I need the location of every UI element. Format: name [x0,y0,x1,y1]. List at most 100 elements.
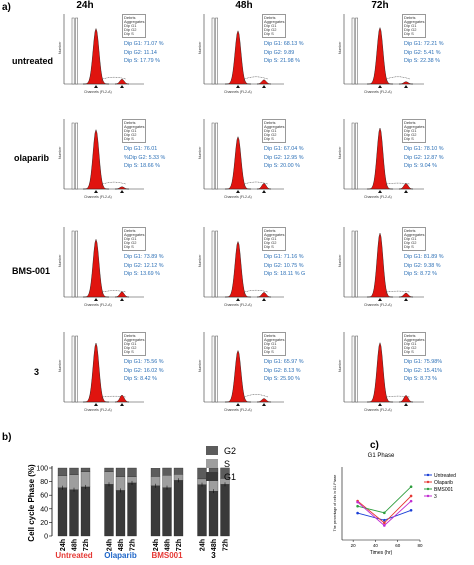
histogram-legend-item: Dip G2 [404,132,417,137]
histogram-cell-0-2: Debris Aggregates Dip G1 Dip G2 Dip S Channel… [338,12,466,112]
s-phase-curve [101,181,127,189]
histogram-legend-item: Dip S [124,244,134,249]
histogram-legend-item: Dip G1 [404,341,417,346]
histogram-cell-2-2: Debris Aggregates Dip G1 Dip G2 Dip S Channel… [338,225,466,325]
histogram-y-axis-label: Number [338,146,342,159]
histogram-plot [203,227,284,301]
histogram-cell-3-0: Debris Aggregates Dip G1 Dip G2 Dip S Channel… [58,330,186,430]
bar-segment-g1 [162,487,172,537]
row-label-untreated: untreated [12,56,54,66]
bar-legend-swatch-g1 [206,472,218,481]
histogram-cell-1-1: Debris Aggregates Dip G1 Dip G2 Dip S Channel… [198,117,326,217]
stat-line: Dip G2: 9.89 [264,49,295,56]
line-x-tick-label: 40 [373,543,379,548]
histogram-x-axis-label: Channels (FL2-A) [84,90,112,94]
histogram-x-axis-label: Channels (FL2-A) [364,195,392,199]
line-point [383,511,386,515]
debris-gate-bar [355,230,358,298]
g2-marker [262,190,266,193]
histogram-cell-2-1: Debris Aggregates Dip G1 Dip G2 Dip S Channel… [198,225,326,325]
histogram-legend-item: Dip S [404,136,414,141]
bar-x-tick-label: 24h [60,539,67,551]
histogram-legend-item: Aggregates [264,124,285,129]
line-legend-label: Olaparib [434,480,453,486]
histogram-cell-0-1: Debris Aggregates Dip G1 Dip G2 Dip S Channel… [198,12,326,112]
debris-gate-bar [71,122,75,190]
histogram-plot [343,227,424,301]
stat-line: Dip S: 18.11 % G [264,271,306,277]
histogram-legend: Debris Aggregates Dip G1 Dip G2 Dip S [262,332,287,356]
g1-peak [83,342,109,403]
debris-gate-bar [351,230,355,298]
debris-gate-bar [351,122,355,190]
s-phase-curve [385,76,411,84]
s-phase-curve [243,76,269,84]
g2-marker [262,403,266,406]
bar-segment-g1 [220,484,230,537]
g1-peak [367,232,393,298]
histogram-stats: Dip G1: 71.16 % Dip G2: 10.75 % Dip S: 18.… [264,253,305,279]
s-phase-curve [101,290,127,297]
bar-x-tick-label: 24h [107,539,114,551]
g2-marker [120,190,124,193]
histogram-x-axis-label: Channels (FL2-A) [224,195,252,199]
histogram-legend-item: Dip S [404,244,414,249]
histogram-x-axis-label: Channels (FL2-A) [224,303,252,307]
bar-y-axis-label: Cell cycle Phase (%) [27,464,36,542]
histogram-x-axis-label: Channels (FL2-A) [224,90,252,94]
histogram-stats: Dip G1: 76.01 %Dip G2: 5.33 % Dip S: 18.66… [124,145,165,171]
bar-legend-label: G2 [224,446,236,456]
histogram-legend-item: Debris [124,15,136,20]
debris-gate-bar [355,335,358,403]
stat-line: Dip S: 17.79 % [124,58,160,64]
g2-peak [115,186,129,190]
histogram-stats: Dip G1: 75.56 % Dip G2: 16.02 % Dip S: 8.4… [124,358,164,384]
bar-segment-g2 [162,467,172,476]
bar-segment-g1 [69,489,79,537]
histogram-cell-3-2: Debris Aggregates Dip G1 Dip G2 Dip S Channel… [338,330,466,430]
line-point [383,524,386,527]
histogram-y-axis-label: Number [58,359,62,372]
panel-a-label: a) [2,2,11,13]
stat-line: Dip S: 18.66 % [124,163,160,169]
g1-marker [94,403,98,406]
histogram-cell-1-2: Debris Aggregates Dip G1 Dip G2 Dip S Channel… [338,117,466,217]
line-legend-label: BMS001 [434,487,453,493]
stat-line: Dip G1: 68.13 % [264,41,304,47]
histogram-y-axis-label: Number [338,254,342,267]
debris-gate-bar [215,335,218,403]
g2-marker [262,298,266,301]
histogram-legend-item: Dip S [264,349,274,354]
debris-gate-bar [75,335,78,403]
histogram-legend-item: Dip G2 [264,345,277,350]
histogram-legend: Debris Aggregates Dip G1 Dip G2 Dip S [122,14,147,38]
bar-y-tick-label: 100 [36,466,48,473]
g1-marker [94,190,98,193]
stat-line: Dip S: 9.04 % [404,163,437,169]
bar-x-tick-label: 72h [176,539,183,551]
debris-gate-bar [71,17,75,85]
histogram-stats: Dip G1: 72.21 % Dip G2: 5.41 % Dip S: 22.3… [404,40,444,66]
g2-marker [120,403,124,406]
g1-peak [367,26,393,85]
histogram-y-axis-label: Number [338,41,342,54]
line-point [409,494,413,498]
debris-gate-bar [355,122,358,190]
histogram-legend-item: Dip G2 [404,240,417,245]
bar-y-tick-label: 0 [44,534,48,541]
bar-segment-g2 [115,467,126,477]
debris-gate-bar [75,122,78,190]
g1-marker [236,190,240,193]
stat-line: Dip G1: 73.89 % [124,254,164,260]
stat-line: Dip G2: 8.13 % [264,367,301,374]
stat-line: Dip G2: 5.41 % [404,49,441,56]
stat-line: Dip G1: 71.16 % [264,254,304,260]
histogram-legend-item: Aggregates [264,232,285,237]
bar-legend-label: S [224,459,230,469]
bar-segment-g1 [104,484,114,537]
histogram-legend-item: Dip G2 [124,240,137,245]
histogram-plot [63,332,144,406]
line-legend-marker [426,494,430,498]
histogram-legend-item: Debris [404,15,416,20]
histogram-y-axis-label: Number [58,254,62,267]
